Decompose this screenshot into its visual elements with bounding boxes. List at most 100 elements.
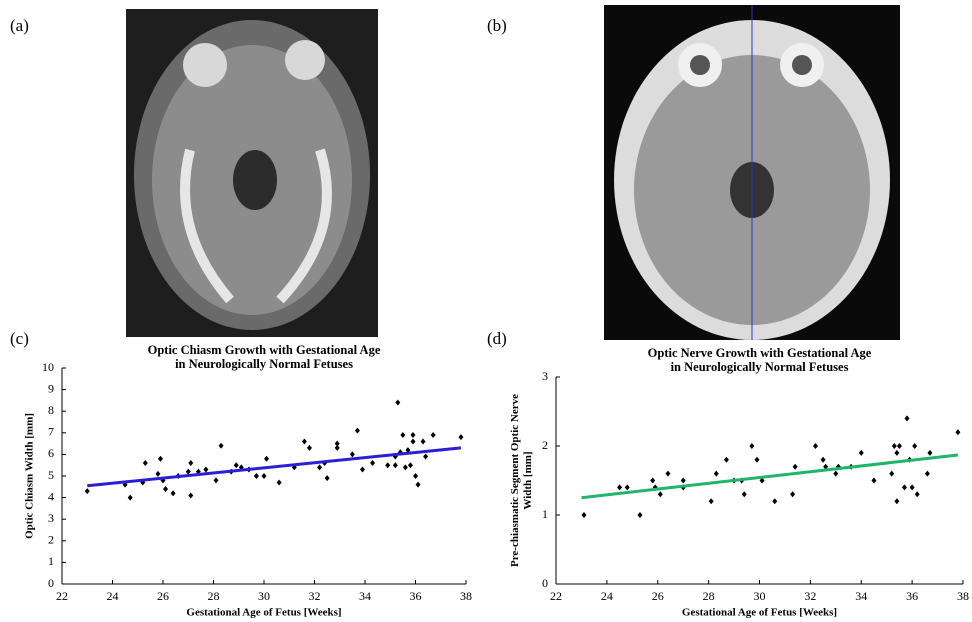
data-point [458, 434, 464, 441]
data-point [334, 444, 340, 451]
data-point [833, 470, 839, 477]
data-point [413, 473, 418, 479]
x-tick-label: 24 [601, 589, 613, 603]
y-axis-label: Optic Chiasm Width [mm] [24, 413, 36, 539]
data-point [400, 431, 406, 438]
data-point [349, 451, 355, 458]
fit-line [87, 446, 462, 488]
x-tick-label: 30 [258, 589, 270, 603]
data-point [253, 473, 259, 479]
data-point [749, 443, 755, 449]
data-point [889, 470, 895, 477]
data-point [708, 498, 714, 505]
data-point [713, 470, 719, 477]
data-point [301, 438, 307, 445]
data-point [792, 463, 798, 470]
data-point [871, 477, 877, 484]
data-point [894, 449, 900, 456]
data-point [410, 431, 416, 438]
data-point [84, 488, 90, 495]
x-tick-label: 36 [906, 589, 918, 603]
data-point [423, 453, 429, 460]
data-point [665, 470, 671, 477]
y-tick-label: 1 [48, 554, 54, 568]
y-tick-label: 3 [542, 369, 548, 383]
data-point [812, 443, 818, 449]
data-point [858, 449, 864, 456]
x-tick-label: 24 [107, 589, 119, 603]
data-point [213, 477, 219, 484]
y-axis-label: Pre-chiasmatic Segment Optic Nerve [509, 394, 521, 567]
chart-title: in Neurologically Normal Fetuses [175, 357, 353, 371]
data-point [261, 473, 267, 479]
x-tick-label: 34 [359, 589, 371, 603]
data-point [317, 464, 323, 471]
y-tick-label: 1 [542, 507, 548, 521]
data-point [823, 463, 829, 470]
data-point [914, 491, 920, 498]
y-tick-label: 3 [48, 511, 54, 525]
data-point [188, 460, 194, 467]
data-point [894, 498, 900, 505]
data-point [142, 460, 148, 467]
data-point [385, 462, 391, 469]
mri-image-b [604, 5, 900, 340]
data-point [754, 456, 760, 463]
data-point [415, 481, 421, 488]
x-tick-label: 22 [550, 589, 562, 603]
chart-title: Optic Chiasm Growth with Gestational Age [148, 343, 381, 357]
x-tick-label: 22 [56, 589, 68, 603]
data-point [891, 443, 897, 449]
chart-title: in Neurologically Normal Fetuses [671, 360, 849, 374]
data-point [359, 466, 365, 473]
data-point [790, 491, 796, 498]
x-tick-label: 36 [410, 589, 422, 603]
data-point [650, 477, 656, 484]
y-axis-label: Width [mm] [522, 451, 534, 509]
data-point [955, 429, 961, 436]
data-point [420, 438, 426, 445]
y-tick-label: 9 [48, 381, 54, 395]
data-point [157, 455, 163, 462]
y-tick-label: 2 [542, 438, 548, 452]
data-point [924, 470, 930, 477]
y-tick-label: 7 [48, 425, 54, 439]
y-tick-label: 8 [48, 403, 54, 417]
data-point [820, 456, 826, 463]
data-point [912, 443, 918, 449]
data-point [276, 479, 282, 486]
mri-image-a [126, 9, 378, 337]
data-point [405, 447, 411, 454]
data-point [185, 468, 191, 475]
data-point [395, 399, 401, 406]
x-tick-label: 38 [460, 589, 472, 603]
x-axis-label: Gestational Age of Fetus [Weeks] [682, 607, 837, 619]
data-point [909, 484, 915, 491]
data-point [203, 466, 209, 473]
panel-label: (c) [10, 329, 29, 348]
data-point [904, 415, 910, 422]
y-tick-label: 2 [48, 533, 54, 547]
data-point [163, 485, 169, 492]
data-point [624, 484, 630, 491]
x-tick-label: 32 [309, 589, 321, 603]
data-point [324, 475, 330, 482]
data-point [155, 470, 161, 477]
data-point [637, 512, 643, 518]
x-tick-label: 30 [754, 589, 766, 603]
x-axis-label: Gestational Age of Fetus [Weeks] [186, 607, 341, 619]
data-point [170, 490, 176, 497]
x-tick-label: 26 [157, 589, 169, 603]
data-point [657, 491, 663, 498]
x-tick-label: 34 [855, 589, 867, 603]
data-point [896, 443, 902, 449]
data-point [680, 477, 686, 484]
panel-label: (a) [10, 16, 29, 35]
fit-line [581, 453, 959, 500]
data-point [306, 444, 312, 451]
data-point [759, 477, 765, 484]
y-tick-label: 10 [42, 360, 54, 374]
y-tick-label: 0 [542, 576, 548, 590]
chart-title: Optic Nerve Growth with Gestational Age [648, 346, 872, 360]
